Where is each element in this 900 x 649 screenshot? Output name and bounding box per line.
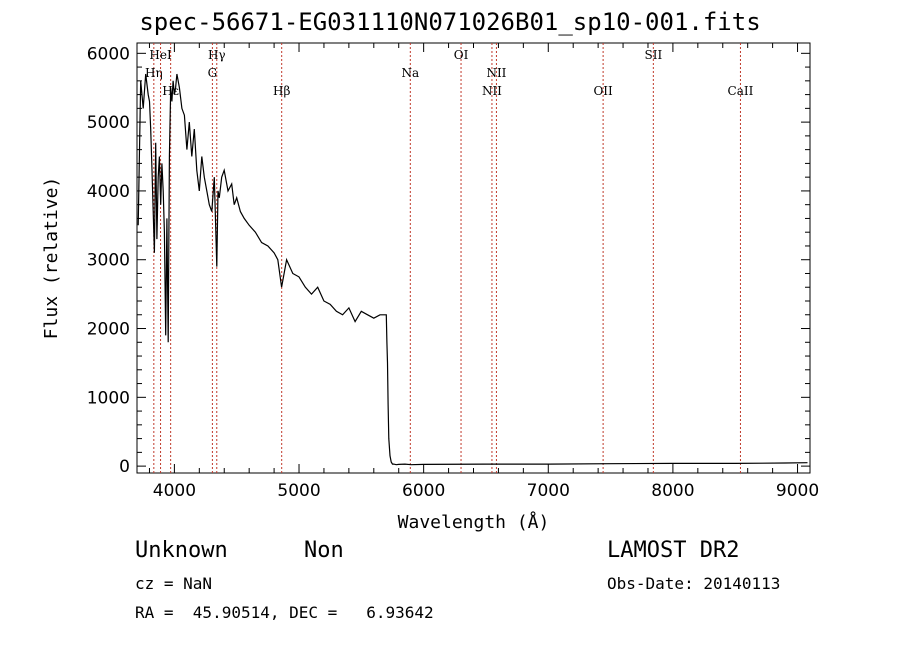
x-tick-label: 4000 bbox=[153, 481, 196, 501]
obs-date-label: Obs-Date: 20140113 bbox=[607, 574, 781, 593]
x-tick-label: 6000 bbox=[402, 481, 445, 501]
line-marker-label: G bbox=[208, 66, 218, 80]
line-marker-label: CaII bbox=[728, 84, 754, 98]
y-tick-label: 1000 bbox=[87, 388, 130, 408]
survey-label: LAMOST DR2 bbox=[607, 538, 740, 563]
line-marker-label: NII bbox=[486, 66, 506, 80]
redshift-label: cz = NaN bbox=[135, 574, 213, 593]
y-tick-label: 0 bbox=[119, 457, 130, 477]
y-tick-label: 6000 bbox=[87, 44, 130, 64]
object-subclass: Non bbox=[304, 538, 344, 563]
line-marker-label: Hβ bbox=[273, 84, 290, 98]
y-tick-label: 3000 bbox=[87, 251, 130, 271]
line-marker-label: Hη bbox=[145, 66, 163, 80]
coordinates-label: RA = 45.90514, DEC = 6.93642 bbox=[135, 603, 434, 622]
line-marker-label: OI bbox=[454, 48, 469, 62]
plot-frame bbox=[136, 42, 811, 474]
y-tick-label: 5000 bbox=[87, 113, 130, 133]
line-marker-label: NII bbox=[482, 84, 502, 98]
line-marker-label: Na bbox=[401, 66, 419, 80]
y-tick-label: 4000 bbox=[87, 182, 130, 202]
chart-title: spec-56671-EG031110N071026B01_sp10-001.f… bbox=[139, 8, 761, 36]
y-axis-label: Flux (relative) bbox=[41, 177, 62, 340]
x-tick-label: 7000 bbox=[527, 481, 570, 501]
x-tick-label: 5000 bbox=[277, 481, 320, 501]
object-class: Unknown bbox=[135, 538, 228, 563]
line-marker-label: Hγ bbox=[208, 48, 226, 62]
line-marker-label: HeI bbox=[149, 48, 172, 62]
x-tick-label: 8000 bbox=[651, 481, 694, 501]
x-axis-label: Wavelength (Å) bbox=[398, 511, 550, 533]
x-tick-label: 9000 bbox=[776, 481, 819, 501]
line-marker-label: SII bbox=[644, 48, 662, 62]
spectrum-line bbox=[137, 73, 808, 466]
line-marker-label: OII bbox=[593, 84, 613, 98]
y-tick-label: 2000 bbox=[87, 320, 130, 340]
